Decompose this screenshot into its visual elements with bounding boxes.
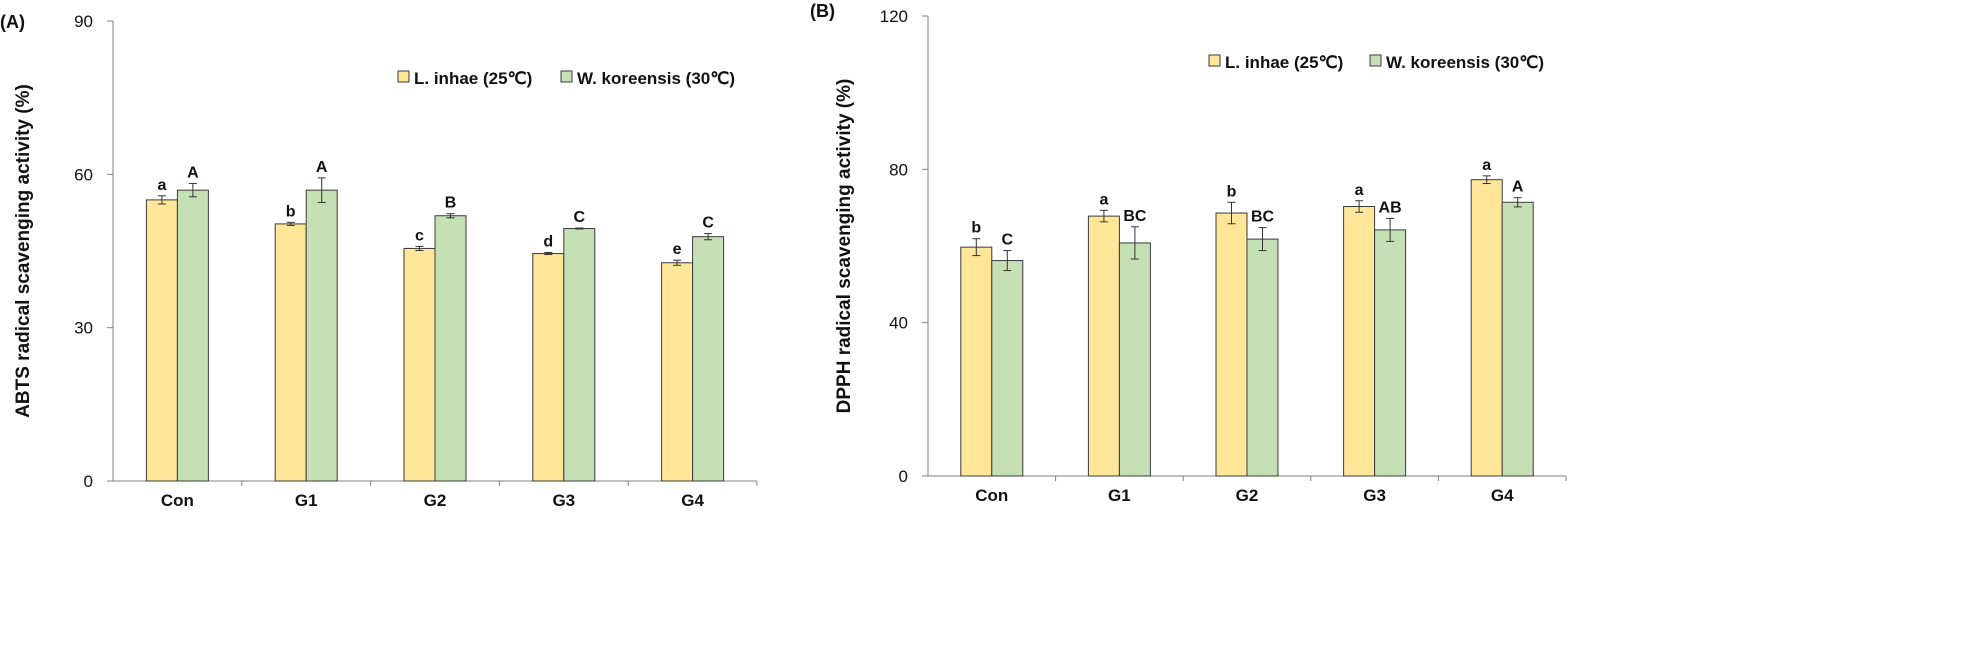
bar <box>661 262 694 482</box>
panel-b: (B) 0 40 80 120 DPPH radical scavenging activ… <box>810 1 1567 505</box>
bar <box>145 199 178 482</box>
significance-letter: a <box>157 177 166 194</box>
x-tick-label: G3 <box>552 491 575 510</box>
legend-label: L. inhae (25℃) <box>1225 53 1343 72</box>
legend-label: W. koreensis (30℃) <box>1386 53 1544 72</box>
bar <box>1343 206 1376 477</box>
significance-letter: A <box>1512 179 1524 196</box>
bar <box>532 253 565 482</box>
x-tick-label: G2 <box>1236 486 1259 505</box>
y-axis-label: ABTS radical scavenging activity (%) <box>13 84 34 418</box>
significance-letter: BC <box>1123 208 1147 225</box>
bar <box>563 228 596 482</box>
y-tick-label: 60 <box>74 165 93 184</box>
significance-letter: b <box>971 220 981 237</box>
significance-letter: b <box>286 203 296 220</box>
bar <box>692 236 725 482</box>
y-tick-label: 30 <box>74 319 93 338</box>
legend-swatch <box>1369 54 1382 67</box>
bar <box>1118 242 1151 477</box>
legend-swatch <box>560 70 573 83</box>
x-tick-label: Con <box>975 486 1008 505</box>
panel-label: (B) <box>810 1 835 21</box>
significance-letter: d <box>543 234 553 251</box>
legend-swatch <box>1208 54 1221 67</box>
panel-label: (A) <box>0 12 25 32</box>
significance-letter: B <box>445 195 457 212</box>
legend-label: W. koreensis (30℃) <box>577 69 735 88</box>
significance-letter: a <box>1482 157 1491 174</box>
legend-label: L. inhae (25℃) <box>414 69 532 88</box>
bar <box>403 247 436 482</box>
y-tick-label: 0 <box>84 472 93 491</box>
x-tick-label: G3 <box>1363 486 1386 505</box>
x-tick-label: G2 <box>424 491 447 510</box>
x-tick-label: G1 <box>295 491 318 510</box>
bar <box>991 260 1024 477</box>
bar <box>1246 238 1279 477</box>
x-tick-label: G1 <box>1108 486 1131 505</box>
significance-letter: A <box>316 159 328 176</box>
y-tick-label: 0 <box>899 467 908 486</box>
significance-letter: b <box>1227 183 1237 200</box>
x-tick-label: Con <box>161 491 194 510</box>
significance-letter: C <box>574 209 586 226</box>
bar <box>1215 212 1248 477</box>
legend-swatch <box>397 70 410 83</box>
bar <box>1501 201 1534 477</box>
significance-letter: e <box>673 241 682 258</box>
x-tick-label: G4 <box>681 491 704 510</box>
y-tick-label: 90 <box>74 12 93 31</box>
significance-letter: BC <box>1251 209 1275 226</box>
bar <box>1470 179 1503 477</box>
y-tick-label: 40 <box>889 314 908 333</box>
bar <box>1374 229 1407 477</box>
panel-a: (A) 0 30 60 90 ABTS radical scavenging activi… <box>0 12 758 510</box>
y-tick-label: 80 <box>889 160 908 179</box>
bar <box>274 223 307 482</box>
x-tick-label: G4 <box>1491 486 1514 505</box>
significance-letter: a <box>1355 182 1364 199</box>
significance-letter: AB <box>1379 199 1402 216</box>
significance-letter: c <box>415 227 424 244</box>
bar <box>434 215 467 482</box>
significance-letter: C <box>1002 232 1014 249</box>
significance-letter: A <box>187 165 199 182</box>
bar <box>176 189 209 482</box>
significance-letter: a <box>1099 191 1108 208</box>
y-axis-label: DPPH radical scavenging activity (%) <box>834 79 855 414</box>
bar <box>1087 215 1120 477</box>
bar <box>305 189 338 482</box>
bar <box>960 246 993 477</box>
significance-letter: C <box>702 215 714 232</box>
y-tick-label: 120 <box>880 7 908 26</box>
